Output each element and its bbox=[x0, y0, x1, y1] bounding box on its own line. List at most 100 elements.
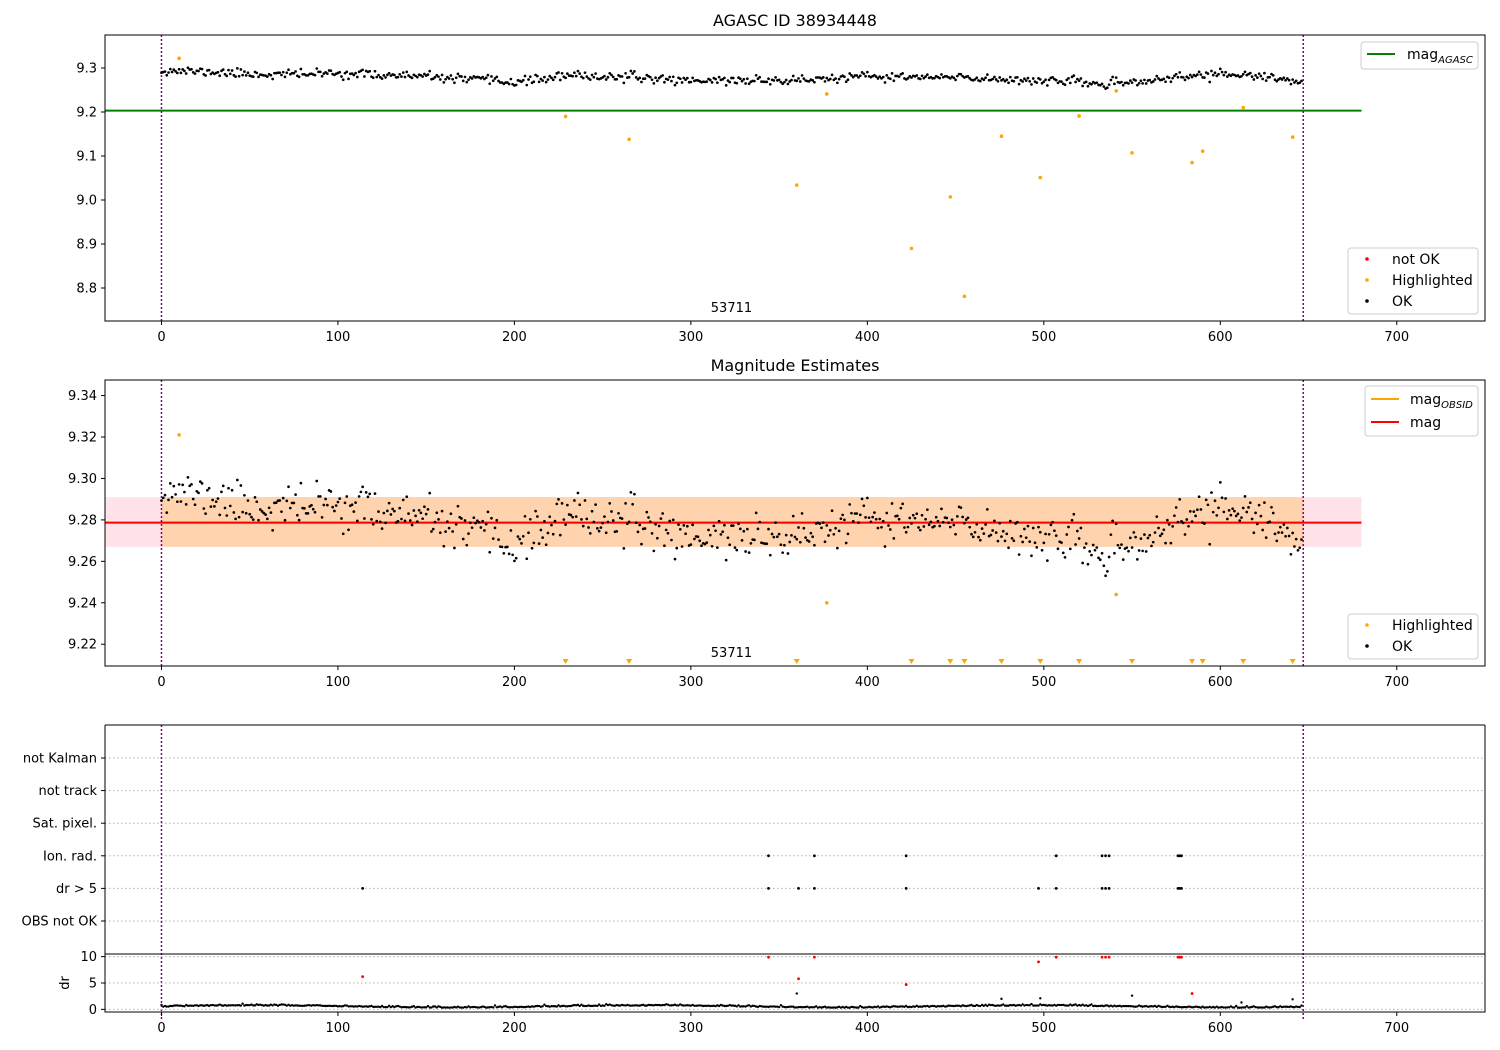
panel2-ok-point bbox=[1019, 534, 1023, 538]
panel4-ok-point bbox=[592, 1004, 596, 1007]
panel2-ok-point bbox=[1038, 530, 1042, 534]
panel1-ok-point bbox=[726, 79, 730, 82]
panel2-ok-point bbox=[966, 516, 970, 520]
panel2-ok-point bbox=[366, 495, 370, 499]
panel2-ok-point bbox=[1130, 546, 1134, 549]
panel2-ok-point bbox=[588, 532, 592, 535]
panel2-ok-point bbox=[250, 515, 253, 519]
panel2-ok-point bbox=[994, 531, 998, 534]
panel4-ok-point bbox=[1261, 1006, 1264, 1009]
panel1-ok-point bbox=[922, 76, 926, 80]
panel2-ok-point bbox=[1040, 548, 1044, 552]
panel2-ok-point bbox=[964, 518, 968, 521]
panel4-xtick-label: 0 bbox=[157, 1021, 165, 1036]
panel4-ok-point bbox=[1028, 1004, 1031, 1007]
panel2-ok-point bbox=[1203, 522, 1206, 526]
panel2-ok-point bbox=[1215, 514, 1219, 517]
panel1-ok-point bbox=[1280, 78, 1284, 81]
panel4-ok-point bbox=[435, 1006, 438, 1009]
panel1-ok-point bbox=[837, 77, 841, 81]
panel4-ok-point bbox=[402, 1005, 405, 1009]
panel2-ok-point bbox=[389, 513, 393, 516]
panel4-ok-point bbox=[784, 1006, 788, 1009]
panel2-ok-point bbox=[606, 520, 610, 524]
panel4-ok-point bbox=[1019, 1004, 1023, 1007]
panel4-dr-outlier bbox=[1000, 997, 1003, 1001]
panel2-ok-point bbox=[1132, 531, 1136, 534]
panel2-ok-point bbox=[248, 512, 252, 516]
panel1-ok-point bbox=[170, 70, 174, 74]
panel1-ok-point bbox=[368, 69, 372, 73]
panel2-ok-point bbox=[438, 531, 442, 535]
panel2-ok-point bbox=[938, 524, 942, 528]
panel2-ok-point bbox=[299, 481, 303, 485]
panel2-ok-point bbox=[1248, 501, 1252, 505]
panel2-xtick-label: 600 bbox=[1208, 675, 1233, 690]
panel4-ok-point bbox=[394, 1005, 398, 1008]
panel4-ok-point bbox=[922, 1005, 926, 1008]
panel1-highlighted-point bbox=[563, 114, 568, 119]
panel4-ok-point bbox=[777, 1005, 781, 1009]
panel4-ok-point bbox=[774, 1005, 777, 1008]
panel1-ok-point bbox=[627, 75, 631, 79]
panel2-ok-point bbox=[858, 513, 862, 517]
panel4-ok-point bbox=[567, 1004, 571, 1008]
panel2-lower-limit-marker bbox=[1289, 659, 1296, 664]
panel4-ok-point bbox=[1002, 1003, 1005, 1006]
panel2-ok-point bbox=[903, 526, 906, 529]
panel3-flag-point bbox=[904, 854, 908, 858]
panel1-ok-point bbox=[728, 80, 732, 84]
panel1-ok-point bbox=[354, 71, 357, 75]
panel1-ok-point bbox=[352, 73, 356, 77]
panel4-ok-point bbox=[1003, 1004, 1007, 1007]
panel1-ok-point bbox=[387, 71, 391, 75]
panel2-ok-point bbox=[1026, 524, 1030, 528]
panel2-ok-point bbox=[991, 529, 994, 532]
panel4-ok-point bbox=[657, 1003, 661, 1007]
panel4-not-ok-point bbox=[361, 975, 365, 979]
panel2-ok-point bbox=[929, 520, 933, 524]
panel2-ok-point bbox=[377, 510, 380, 513]
panel2-ok-point bbox=[1199, 508, 1203, 511]
panel2-ok-point bbox=[463, 519, 467, 522]
panel2-ok-point bbox=[403, 519, 407, 523]
panel4-xtick-label: 200 bbox=[502, 1021, 527, 1036]
panel1-ok-point bbox=[451, 77, 454, 81]
panel2-ok-point bbox=[1084, 542, 1088, 545]
panel4-ok-point bbox=[282, 1003, 285, 1006]
panel4-ok-point bbox=[534, 1004, 537, 1008]
panel4-ok-point bbox=[1132, 1005, 1136, 1008]
panel2-ok-point bbox=[1293, 545, 1296, 548]
panel4-ok-point bbox=[622, 1004, 626, 1007]
panel4-ok-point bbox=[959, 1005, 963, 1008]
panel2-ok-point bbox=[407, 512, 410, 515]
panel2-ok-point bbox=[910, 522, 913, 525]
panel1-ok-point bbox=[858, 74, 862, 78]
panel1-ok-point bbox=[271, 77, 274, 81]
panel1-ok-point bbox=[684, 78, 687, 82]
panel2-ok-point bbox=[1104, 574, 1107, 578]
panel1-ok-point bbox=[278, 71, 282, 75]
panel1-ok-point bbox=[546, 78, 550, 81]
panel2-ok-point bbox=[1012, 539, 1016, 543]
panel2-ok-point bbox=[414, 514, 417, 518]
panel2-ok-point bbox=[352, 510, 356, 513]
panel2-ok-point bbox=[1035, 546, 1039, 549]
panel1-ok-point bbox=[1136, 83, 1139, 87]
panel4-ok-point bbox=[484, 1006, 488, 1009]
panel2-ok-point bbox=[574, 515, 578, 518]
panel4-ok-point bbox=[1162, 1005, 1166, 1009]
panel1-ok-point bbox=[966, 75, 970, 78]
panel4-ok-point bbox=[1169, 1005, 1173, 1009]
panel1-ok-point bbox=[892, 79, 896, 83]
panel2-ok-point bbox=[975, 522, 979, 526]
panel1-ok-point bbox=[1294, 79, 1298, 83]
panel2-ok-point bbox=[1263, 501, 1266, 505]
panel1-ok-point bbox=[938, 76, 942, 80]
panel2-ok-point bbox=[881, 519, 885, 523]
panel2-ok-point bbox=[1294, 537, 1298, 541]
panel4-ok-point bbox=[823, 1005, 827, 1008]
panel2-ok-point bbox=[869, 520, 873, 524]
panel1-ok-point bbox=[710, 81, 714, 84]
panel2-ok-point bbox=[364, 491, 368, 494]
